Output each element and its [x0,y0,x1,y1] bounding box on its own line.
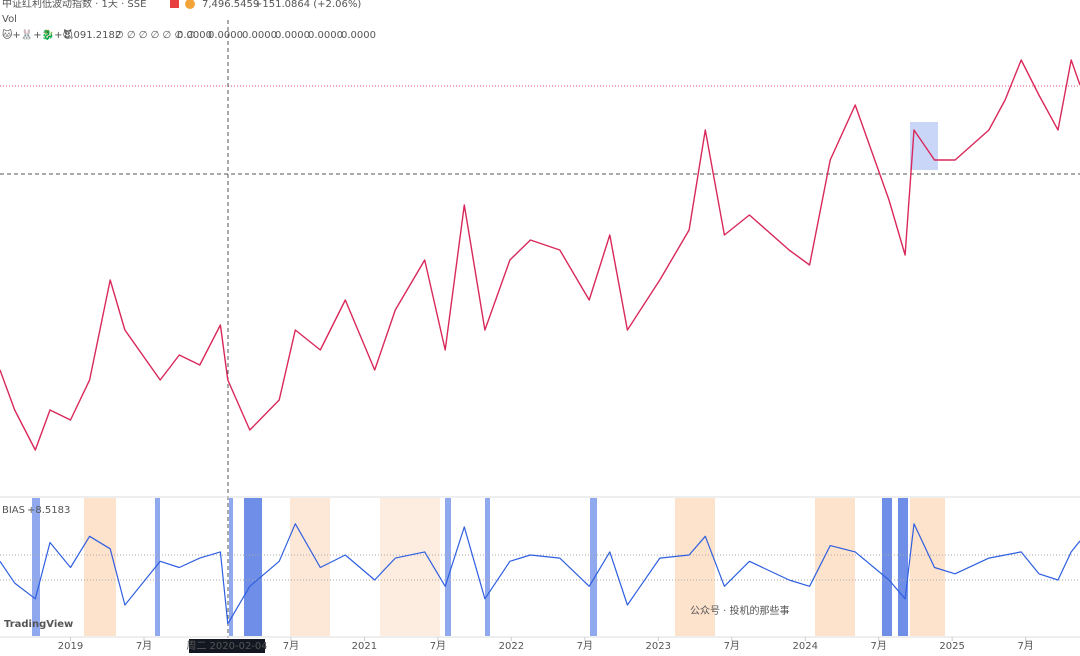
x-tick-label: 2019 [58,641,83,652]
band [84,498,116,636]
x-tick-label: 2021 [352,641,377,652]
band [380,498,440,636]
crosshair-date: 周二 2020-02-04 [186,640,267,652]
band [910,498,945,636]
band [815,498,855,636]
indicator-value: 0.0000 [275,30,310,41]
indicator-icons: 🐱+🐰+🐉+😈 [2,28,73,41]
x-tick-label: 7月 [871,640,887,652]
series-line [0,59,1080,451]
plot: 2019 7月 7月 2021 7月 2022 7月 2023 7月 2024 7月 2025 7月 [0,59,1080,652]
crosshair-tag [189,639,265,653]
indicator-value: 0.0000 [177,30,212,41]
band [32,498,40,636]
band [485,498,490,636]
x-tick-label: 2024 [792,641,817,652]
bias-value: +8.5183 [27,505,70,516]
price: 7,496.5459 [202,0,259,10]
band [675,498,715,636]
x-tick-label: 2022 [499,641,524,652]
band [244,498,262,636]
indicator-value: 0.0000 [208,30,243,41]
band [155,498,160,636]
flag-icon [170,0,179,8]
band [445,498,451,636]
band [229,498,233,636]
indicator-value: 0.0000 [341,30,376,41]
x-tick-label: 7月 [1017,640,1033,652]
band [882,498,892,636]
bias-backgrounds [32,498,945,636]
band [290,498,330,636]
tv-logo: TradingView [4,619,73,630]
d-icon [185,0,195,9]
watermark: 公众号 · 投机的那些事 [690,604,790,617]
band [590,498,597,636]
series-line [0,523,1080,625]
bias-label: BIAS [2,505,25,516]
x-tick-label: 7月 [577,640,593,652]
indicator-value: 8,091.2182 [64,30,121,41]
highlight-box [910,122,938,170]
x-tick-label: 2025 [939,641,964,652]
indicator-nulls: ∅ ∅ ∅ ∅ ∅ ∅ ∅ [115,30,195,41]
x-tick-label: 7月 [430,640,446,652]
indicator-value: 0.0000 [308,30,343,41]
x-tick-label: 7月 [724,640,740,652]
vol-label: Vol [2,14,17,25]
x-tick-label: 7月 [136,640,152,652]
band [898,498,908,636]
x-tick-label: 7月 [283,640,299,652]
x-tick-label: 2023 [646,641,671,652]
symbol-title: 中证红利低波动指数 · 1天 · SSE [2,0,146,10]
price-change: +151.0864 (+2.06%) [254,0,361,10]
indicator-value: 0.0000 [242,30,277,41]
